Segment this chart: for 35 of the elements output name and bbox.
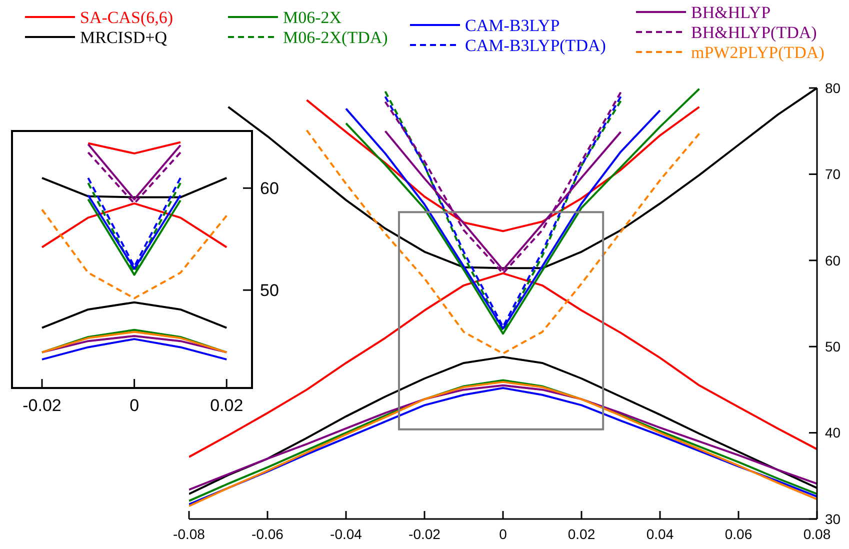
legend-label: M06-2X (283, 8, 342, 27)
line-series (189, 272, 817, 458)
y-tick-label: 80 (825, 80, 841, 96)
legend-label: BH&HLYP (691, 3, 771, 22)
x-tick-label: 0 (499, 526, 508, 542)
legend-label: CAM-B3LYP (465, 16, 560, 35)
y-tick-label: 40 (825, 424, 841, 441)
x-tick-label: -0.02 (22, 396, 62, 415)
x-tick-label: 0.02 (210, 396, 244, 415)
x-tick-label: -0.02 (408, 526, 441, 542)
line-series (345, 88, 700, 335)
legend-label: CAM-B3LYP(TDA) (465, 36, 606, 55)
x-tick-label: -0.04 (330, 526, 362, 542)
x-tick-label: -0.06 (252, 526, 284, 542)
line-series (384, 91, 622, 274)
x-tick-label: 0.06 (724, 526, 752, 542)
line-series (306, 99, 700, 232)
y-tick-label: 30 (825, 510, 841, 527)
line-series (41, 208, 228, 300)
legend-label: BH&HLYP(TDA) (691, 23, 817, 42)
y-tick-label: 60 (825, 252, 841, 268)
x-tick-label: 0.02 (568, 526, 596, 542)
legend-label: mPW2PLYP(TDA) (691, 43, 824, 62)
x-tick-label: -0.08 (173, 526, 206, 542)
y-tick-label: 50 (260, 281, 279, 300)
x-tick-label: 0.04 (646, 526, 674, 542)
y-tick-label: 70 (825, 166, 841, 182)
x-tick-label: 0.08 (803, 526, 831, 542)
y-tick-label: 50 (825, 338, 841, 354)
line-series (306, 129, 700, 354)
legend-label: MRCISD+Q (80, 28, 168, 47)
x-tick-label: 0 (130, 396, 140, 415)
legend-label: SA-CAS(6,6) (80, 8, 174, 27)
legend-label: M06-2X(TDA) (283, 28, 388, 47)
y-tick-label: 60 (260, 179, 279, 198)
